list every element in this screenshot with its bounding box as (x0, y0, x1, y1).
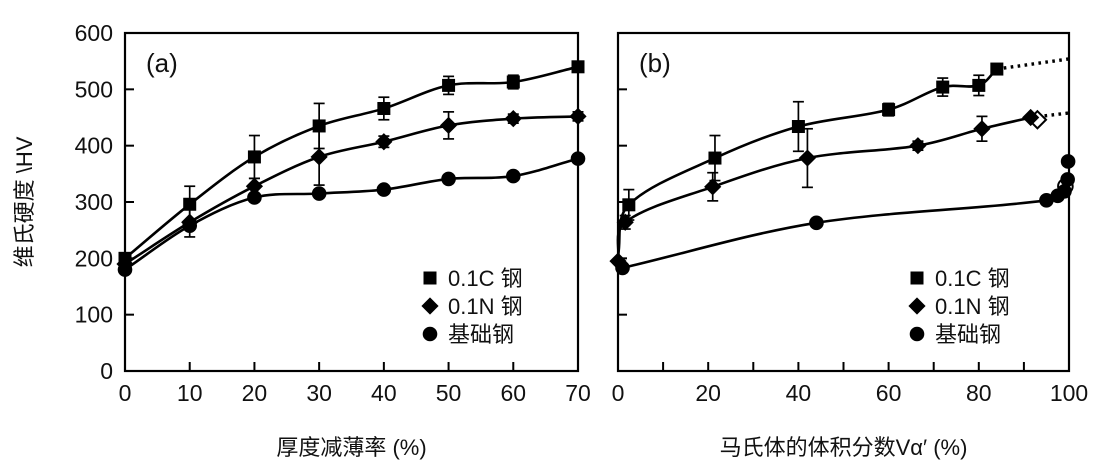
data-point-circle (1039, 193, 1054, 208)
data-point-square (377, 101, 391, 115)
data-point-square (571, 60, 585, 74)
series-circle-line (622, 186, 1070, 270)
panel-b-frame (616, 31, 1071, 373)
panel-a-x-tick-label: 10 (177, 380, 203, 406)
data-point-diamond (609, 252, 627, 270)
series-square-dotted-extension (996, 57, 1070, 71)
data-point-diamond (375, 133, 393, 151)
panel-b-x-tick-label: 40 (786, 380, 812, 406)
data-point-circle (1060, 172, 1075, 187)
panel-label-b: (b) (639, 48, 671, 78)
panel-a-x-tick-label: 50 (436, 380, 462, 406)
legend-label-diamond: 0.1N 钢 (935, 294, 1010, 319)
panel-b-x-tick-label: 80 (966, 380, 992, 406)
data-point-diamond (798, 149, 817, 167)
data-point-diamond (439, 116, 458, 134)
panel-label-a: (a) (146, 48, 178, 78)
data-point-diamond (504, 110, 522, 128)
data-point-diamond (569, 107, 587, 125)
y-axis-title: 维氏硬度 \HV (12, 136, 37, 267)
data-point-circle (570, 151, 586, 166)
data-point-square (312, 119, 326, 133)
data-point-square (506, 75, 520, 89)
data-point-circle (311, 186, 327, 201)
data-point-square (882, 103, 896, 117)
data-point-circle (1060, 154, 1076, 169)
panel-a-y-tick-label: 300 (75, 189, 113, 215)
legend-marker-circle (422, 326, 438, 342)
data-point-diamond (1022, 108, 1040, 127)
data-point-circle (117, 262, 133, 277)
panel-a-y-tick-label: 0 (100, 358, 113, 384)
data-point-square (442, 78, 456, 92)
data-point-circle (809, 215, 824, 231)
legend-label-circle: 基础钢 (935, 322, 1001, 347)
data-point-circle (441, 171, 456, 187)
data-point-circle (182, 218, 198, 233)
panel-b-x-axis-title: 马氏体的体积分数Vα′ (%) (720, 435, 968, 460)
legend-marker-diamond (908, 297, 926, 315)
data-point-circle (615, 260, 630, 276)
legend-label-square: 0.1C 钢 (935, 266, 1010, 291)
legend-marker-circle (909, 326, 925, 342)
panel-a-y-tick-label: 500 (75, 76, 113, 102)
panel-a-y-tick-label: 100 (75, 302, 113, 328)
series-square-line (616, 68, 998, 256)
panel-b-x-tick-label: 60 (876, 380, 902, 406)
panel-a-x-tick-label: 30 (306, 380, 332, 406)
panel-a-x-tick-label: 0 (119, 380, 132, 406)
panel-a-y-tick-label: 200 (75, 245, 113, 271)
panel-a-x-tick-label: 70 (565, 380, 591, 406)
legend-marker-diamond (421, 297, 439, 315)
data-point-square (791, 120, 805, 134)
data-point-diamond (909, 137, 927, 155)
data-point-square (936, 80, 950, 94)
data-point-square (247, 150, 261, 164)
panel-a-y-tick-label: 600 (75, 20, 113, 46)
data-point-diamond (310, 148, 328, 166)
panel-a-x-tick-label: 60 (500, 380, 526, 406)
data-point-diamond (245, 177, 264, 195)
data-point-diamond (616, 213, 634, 231)
data-point-square (183, 197, 197, 211)
data-point-diamond (973, 120, 991, 138)
panel-b-x-tick-label: 20 (695, 380, 721, 406)
panel-a-x-tick-label: 20 (242, 380, 268, 406)
series-diamond-line (616, 116, 1031, 262)
data-point-square (708, 151, 722, 165)
data-point-circle (376, 182, 392, 197)
legend-label-diamond: 0.1N 钢 (448, 294, 523, 319)
panel-b-x-tick-label: 0 (612, 380, 625, 406)
legend-marker-square (423, 271, 437, 285)
legend-label-circle: 基础钢 (448, 322, 514, 347)
panel-a-x-tick-label: 40 (371, 380, 397, 406)
data-point-circle (1057, 183, 1072, 199)
legend-label-square: 0.1C 钢 (448, 266, 523, 291)
data-point-square (972, 78, 986, 92)
panel-b-x-tick-label: 100 (1050, 380, 1088, 406)
data-point-circle (247, 190, 262, 205)
data-point-circle (505, 168, 521, 184)
data-point-diamond (704, 178, 722, 196)
legend-marker-square (910, 271, 924, 285)
panel-a-y-tick-label: 400 (75, 133, 113, 159)
data-point-square (990, 62, 1004, 76)
panel-a-x-axis-title: 厚度减薄率 (%) (276, 435, 426, 460)
data-point-square (622, 198, 636, 212)
series-diamond-line (124, 115, 579, 266)
